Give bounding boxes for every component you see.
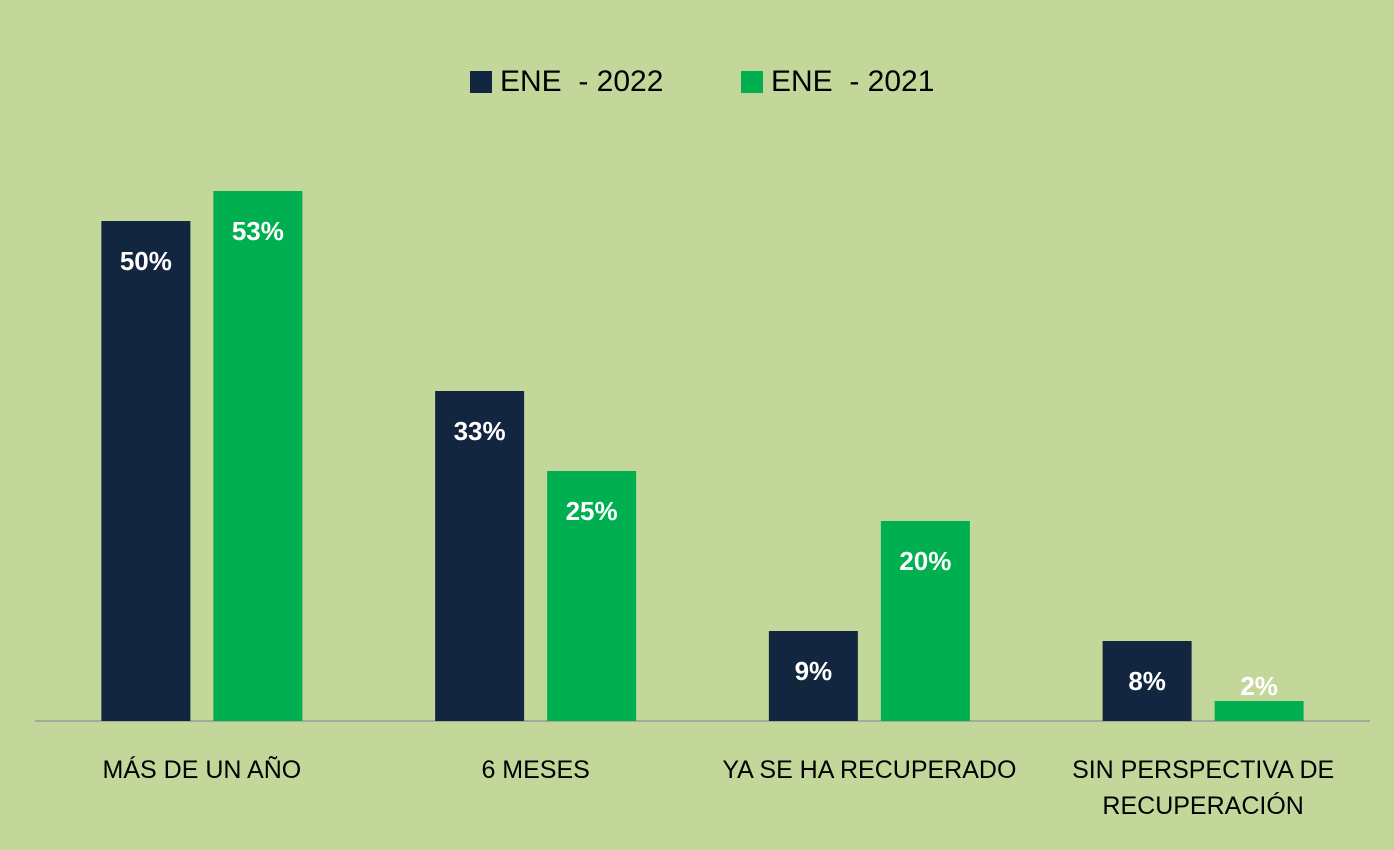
bar (435, 391, 525, 721)
bar (880, 521, 970, 721)
legend-swatch (470, 71, 492, 93)
value-label: 33% (454, 416, 506, 446)
legend-text: ENE - 2021 (771, 65, 934, 98)
bar (101, 221, 191, 721)
value-label: 50% (120, 246, 172, 276)
value-label: 2% (1240, 671, 1278, 701)
legend-text: ENE - 2022 (500, 65, 663, 98)
bar (547, 471, 637, 721)
x-tick-label: MÁS DE UN AÑO (102, 756, 302, 784)
bar (1102, 641, 1192, 721)
bar (213, 191, 303, 721)
value-label: 9% (795, 656, 833, 686)
value-label: 53% (232, 216, 284, 246)
value-label: 8% (1128, 666, 1166, 696)
bar (768, 631, 858, 721)
x-tick-label: 6 MESES (481, 756, 590, 784)
x-tick-label: YA SE HA RECUPERADO (722, 756, 1017, 784)
value-label: 25% (566, 496, 618, 526)
x-tick-label: SIN PERSPECTIVA DE RECUPERACIÓN (1072, 756, 1335, 820)
bar (1214, 701, 1304, 721)
legend-swatch (741, 71, 763, 93)
value-label: 20% (899, 546, 951, 576)
